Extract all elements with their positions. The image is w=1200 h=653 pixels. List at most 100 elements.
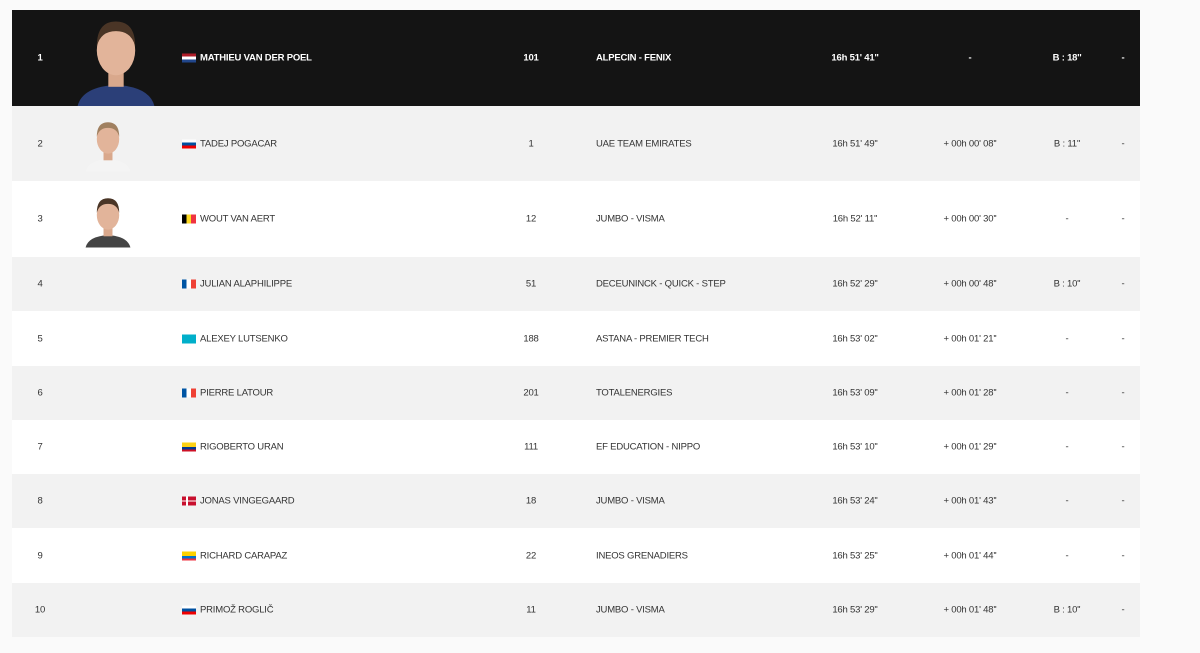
flag-icon-slo — [182, 605, 196, 615]
rider-name-link[interactable]: PRIMOŽ ROGLIČ — [200, 604, 274, 616]
ranking-row[interactable]: 4 JULIAN ALAPHILIPPE 51 DECEUNINCK - QUI… — [12, 257, 1140, 311]
team-name-link[interactable]: DECEUNINCK - QUICK - STEP — [596, 278, 726, 290]
penalty: - — [1121, 387, 1125, 399]
bonus: - — [1065, 213, 1069, 225]
time-gap: + 00h 01' 43'' — [943, 495, 997, 507]
time-gap: + 00h 01' 44'' — [943, 550, 997, 561]
bib-number: 11 — [526, 604, 536, 616]
time-gap: + 00h 00' 30'' — [943, 213, 997, 225]
ranking-row[interactable]: 5 ALEXEY LUTSENKO 188 ASTANA - PREMIER T… — [12, 311, 1140, 366]
rank: 1 — [37, 52, 43, 64]
bib-number: 12 — [525, 213, 537, 225]
ranking-row[interactable]: 9 RICHARD CARAPAZ 22 INEOS GRENADIERS 16… — [12, 528, 1140, 583]
time: 16h 51' 49'' — [832, 138, 878, 149]
bonus: B : 11'' — [1053, 138, 1081, 149]
penalty: - — [1121, 495, 1125, 507]
time: 16h 51' 41'' — [831, 52, 879, 64]
rank: 5 — [37, 333, 43, 344]
bib-number: 101 — [523, 52, 539, 64]
ranking-row[interactable]: 10 PRIMOŽ ROGLIČ 11 JUMBO - VISMA 16h 53… — [12, 583, 1140, 637]
rider-name-link[interactable]: TADEJ POGACAR — [200, 138, 277, 149]
rider-name-link[interactable]: RICHARD CARAPAZ — [200, 550, 288, 561]
bonus: - — [1065, 550, 1069, 561]
flag-icon-ecu — [182, 551, 196, 560]
time: 16h 52' 29'' — [832, 278, 878, 290]
bonus: B : 10'' — [1053, 604, 1081, 616]
flag-icon-bel — [182, 214, 196, 224]
rank: 8 — [37, 495, 43, 507]
flag-icon-ned — [182, 53, 196, 63]
bib-number: 1 — [528, 138, 534, 149]
ranking-row[interactable]: 2 TADEJ POGACAR 1 UAE TEAM EMIRATES 16h … — [12, 106, 1140, 181]
flag-icon-slo — [182, 139, 196, 148]
rider-name-link[interactable]: PIERRE LATOUR — [200, 387, 274, 399]
rank: 9 — [37, 550, 43, 561]
rider-name-link[interactable]: MATHIEU VAN DER POEL — [200, 52, 312, 64]
team-name-link[interactable]: ALPECIN - FENIX — [596, 52, 672, 64]
team-name-link[interactable]: ASTANA - PREMIER TECH — [596, 333, 709, 344]
rider-name-link[interactable]: RIGOBERTO URAN — [200, 441, 284, 453]
penalty: - — [1121, 213, 1125, 225]
time: 16h 53' 09'' — [832, 387, 878, 399]
team-name-link[interactable]: JUMBO - VISMA — [596, 495, 665, 507]
rank: 3 — [37, 213, 43, 225]
penalty: - — [1121, 52, 1125, 64]
time-gap: + 00h 01' 29'' — [943, 441, 997, 453]
team-name-link[interactable]: JUMBO - VISMA — [596, 213, 665, 225]
rider-name-link[interactable]: JONAS VINGEGAARD — [200, 495, 295, 507]
rider-name-link[interactable]: ALEXEY LUTSENKO — [200, 333, 288, 344]
team-name-link[interactable]: EF EDUCATION - NIPPO — [596, 441, 701, 453]
rider-name-link[interactable]: WOUT VAN AERT — [200, 213, 275, 225]
bonus: - — [1065, 333, 1069, 344]
time: 16h 53' 29'' — [832, 604, 878, 616]
bib-number: 188 — [523, 333, 539, 344]
time: 16h 53' 25'' — [832, 550, 878, 561]
time-gap: - — [968, 52, 972, 64]
bib-number: 18 — [525, 495, 537, 507]
rank: 6 — [37, 387, 43, 399]
flag-icon-col — [182, 442, 196, 452]
bonus: B : 10'' — [1053, 278, 1081, 290]
penalty: - — [1121, 550, 1125, 561]
ranking-row[interactable]: 1 MATHIEU VAN DER POEL 101 ALPECIN - FEN… — [12, 10, 1140, 106]
team-name-link[interactable]: TOTALENERGIES — [596, 387, 673, 399]
time: 16h 52' 11'' — [832, 213, 878, 225]
time: 16h 53' 24'' — [832, 495, 878, 507]
time-gap: + 00h 01' 48'' — [943, 604, 997, 616]
penalty: - — [1121, 278, 1125, 290]
bib-number: 201 — [523, 387, 539, 399]
penalty: - — [1121, 604, 1125, 616]
team-name-link[interactable]: UAE TEAM EMIRATES — [596, 138, 692, 149]
flag-icon-fra — [182, 279, 196, 289]
bonus: - — [1065, 387, 1069, 399]
flag-icon-kaz — [182, 334, 196, 343]
bib-number: 51 — [525, 278, 537, 290]
time: 16h 53' 02'' — [832, 333, 878, 344]
ranking-row[interactable]: 7 RIGOBERTO URAN 111 EF EDUCATION - NIPP… — [12, 420, 1140, 474]
bonus: B : 18'' — [1052, 52, 1082, 64]
time-gap: + 00h 01' 21'' — [943, 333, 997, 344]
flag-icon-den — [182, 496, 196, 506]
rider-name-link[interactable]: JULIAN ALAPHILIPPE — [200, 278, 292, 290]
rider-photo — [77, 21, 155, 106]
penalty: - — [1121, 333, 1125, 344]
ranking-row[interactable]: 3 WOUT VAN AERT 12 JUMBO - VISMA 16h 52'… — [12, 181, 1140, 257]
penalty: - — [1121, 138, 1125, 149]
time: 16h 53' 10'' — [832, 441, 878, 453]
flag-icon-fra — [182, 388, 196, 398]
ranking-row[interactable]: 6 PIERRE LATOUR 201 TOTALENERGIES 16h 53… — [12, 366, 1140, 420]
rank: 10 — [34, 604, 46, 616]
team-name-link[interactable]: INEOS GRENADIERS — [596, 550, 688, 561]
ranking-row[interactable]: 8 JONAS VINGEGAARD 18 JUMBO - VISMA 16h … — [12, 474, 1140, 528]
stage-ranking-table: 1 MATHIEU VAN DER POEL 101 ALPECIN - FEN… — [12, 10, 1140, 637]
rank: 4 — [37, 278, 43, 290]
rider-photo — [85, 122, 131, 172]
rank: 7 — [37, 441, 43, 453]
team-name-link[interactable]: JUMBO - VISMA — [596, 604, 665, 616]
rank: 2 — [37, 138, 43, 149]
bonus: - — [1065, 441, 1069, 453]
bib-number: 111 — [524, 441, 538, 453]
rider-photo — [85, 198, 131, 248]
bib-number: 22 — [525, 550, 537, 561]
penalty: - — [1121, 441, 1125, 453]
